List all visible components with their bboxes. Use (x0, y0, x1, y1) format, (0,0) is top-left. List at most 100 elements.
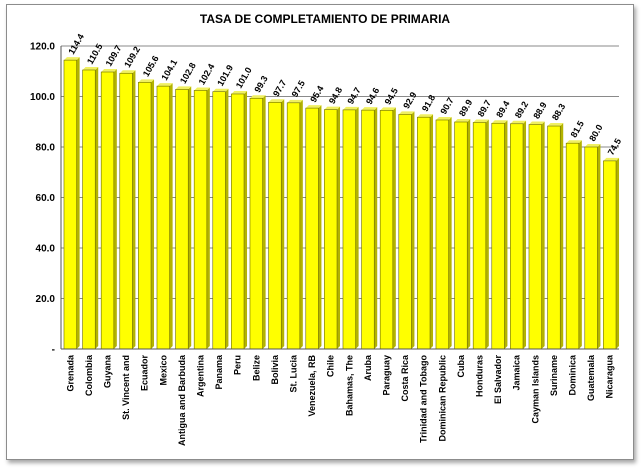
y-tick-label: 80.0 (36, 143, 56, 154)
bar-top (175, 86, 192, 90)
bar-top (82, 66, 99, 70)
y-tick-label: 40.0 (36, 244, 56, 255)
category-labels: Grenada Colombia Guyana St. Vincent and Ecua… (65, 354, 614, 446)
bar-top (380, 107, 396, 111)
y-tick-label: 120.0 (30, 42, 55, 53)
category-label: Paraguay (382, 355, 392, 396)
category-label: Belize (251, 355, 261, 381)
y-tick-label: - (52, 345, 55, 356)
y-tick-label: 20.0 (36, 294, 56, 305)
bar (82, 69, 96, 350)
data-label: 97.5 (290, 79, 307, 99)
data-label: 89.7 (476, 98, 493, 118)
data-label: 101.0 (234, 65, 254, 90)
bar-top (584, 144, 601, 147)
bar (138, 82, 152, 350)
category-label: Honduras (475, 355, 485, 397)
data-label: 88.3 (550, 102, 567, 122)
category-label: Ecuador (140, 355, 150, 392)
category-label: Colombia (84, 354, 94, 396)
data-label: 109.7 (104, 43, 124, 68)
bar-top (528, 121, 545, 125)
bar-top (417, 114, 434, 118)
bar-side (113, 69, 117, 349)
bar (603, 160, 617, 350)
category-label: Antigua and Barbuda (177, 354, 187, 446)
bar-side (578, 140, 582, 349)
category-label: Peru (233, 355, 243, 375)
category-label: Guyana (103, 354, 113, 388)
bars (63, 57, 620, 350)
bar-side (262, 95, 266, 349)
bar-side (374, 107, 378, 349)
data-label: 102.4 (197, 62, 217, 87)
y-axis-ticks: - 20.0 40.0 60.0 80.0 100.0 120.0 (30, 42, 55, 356)
bar (398, 114, 412, 350)
category-label: Venezuela, RB (307, 355, 317, 417)
bar-side (169, 83, 173, 350)
bar-side (616, 157, 620, 349)
bar-side (244, 90, 248, 349)
bar-side (299, 99, 303, 349)
bar-side (76, 57, 80, 349)
bar (249, 97, 263, 350)
bar-side (448, 116, 452, 349)
bar (63, 59, 77, 350)
category-label: Bolivia (270, 354, 280, 385)
bar (510, 123, 524, 350)
category-label: Aruba (363, 354, 373, 381)
bar-top (305, 105, 322, 109)
category-label: El Salvador (493, 355, 503, 405)
bar-side (151, 79, 155, 350)
bar (454, 121, 468, 350)
data-label: 74.5 (606, 137, 623, 157)
category-label: Costa Rica (400, 354, 410, 402)
bar-side (411, 111, 415, 350)
bar (565, 142, 580, 350)
category-label: St. Lucia (289, 354, 299, 393)
bar (472, 122, 487, 350)
bar-top (603, 157, 620, 161)
data-label: 88.9 (531, 100, 548, 120)
bar-chart: TASA DE COMPLETAMIENTO DE PRIMARIA - 20.0… (30, 12, 623, 446)
category-label: Argentina (196, 354, 206, 397)
bar (193, 90, 208, 350)
bar-side (281, 99, 285, 350)
data-label: 81.5 (569, 119, 586, 139)
bar (584, 146, 598, 350)
bar (268, 102, 282, 350)
bar-top (473, 119, 489, 123)
category-label: Dominica (568, 354, 578, 396)
bar-top (342, 106, 359, 110)
bar (547, 125, 561, 350)
bar-top (435, 116, 452, 120)
bar-side (597, 144, 601, 349)
bar-side (132, 70, 136, 350)
data-label: 97.7 (271, 78, 288, 98)
data-label: 104.1 (159, 58, 179, 83)
bar (305, 107, 319, 350)
bar-top (194, 87, 210, 91)
bar (491, 122, 505, 350)
bar (231, 93, 245, 350)
chart-frame: TASA DE COMPLETAMIENTO DE PRIMARIA - 20.0… (6, 4, 634, 460)
bar-top (212, 88, 229, 92)
category-label: Mexico (158, 355, 168, 386)
bar (417, 116, 431, 350)
category-label: Guatemala (586, 354, 596, 401)
data-label: 94.7 (345, 86, 362, 106)
category-label: Cuba (456, 354, 466, 377)
bar (119, 72, 133, 350)
bar-top (324, 106, 341, 110)
category-label: Trinidad and Tobago (419, 355, 429, 443)
chart-title: TASA DE COMPLETAMIENTO DE PRIMARIA (200, 12, 451, 26)
bar-side (541, 121, 545, 349)
bar-side (225, 88, 229, 349)
y-tick-label: 100.0 (30, 92, 55, 103)
data-label: 105.6 (141, 54, 161, 79)
bar-side (188, 86, 192, 350)
category-label: St. Vincent and (121, 355, 131, 420)
data-label: 101.9 (215, 63, 235, 88)
data-label: 102.8 (178, 61, 198, 86)
bar-side (392, 107, 396, 349)
